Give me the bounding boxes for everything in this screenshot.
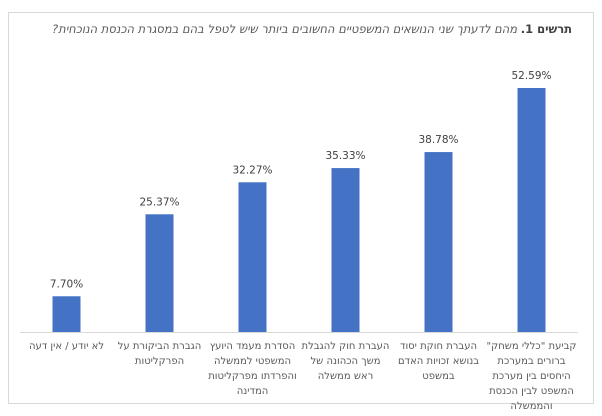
bar-1 <box>52 296 81 332</box>
category-label-3: הסדרת מעמד היועץ המשפטי לממשלה והפרדתו מ… <box>208 341 297 397</box>
chart-title-question: מהם לדעתך שני הנושאים המשפטיים החשובים ב… <box>52 22 518 36</box>
chart-frame <box>8 12 594 404</box>
data-label-2: 25.37% <box>139 196 179 208</box>
category-label-1: לא יודע / אין דעה <box>28 341 105 352</box>
bar-5 <box>424 152 453 332</box>
chart-title-prefix: תרשים 1. <box>520 22 572 36</box>
data-label-5: 38.78% <box>418 134 458 146</box>
category-label-2: הגברת הביקורת על הפרקליטות <box>117 341 202 367</box>
category-label-4: העברת חוק להגבלת משך הכהונה של ראש ממשלה <box>301 341 390 382</box>
bar-4 <box>331 168 360 332</box>
data-label-6: 52.59% <box>511 70 551 82</box>
bar-6 <box>517 88 546 332</box>
chart-title: תרשים 1. מהם לדעתך שני הנושאים המשפטיים … <box>20 22 572 36</box>
category-label-5: העברת חוקת יסוד בנושא זכויות האדם במשפט <box>398 341 479 382</box>
category-label-6: קביעת "כללי משחק" ברורים במערכת היחסים ב… <box>486 341 577 412</box>
data-label-4: 35.33% <box>325 150 365 162</box>
bar-3 <box>238 182 267 332</box>
data-label-1: 7.70% <box>50 278 83 290</box>
data-label-3: 32.27% <box>232 164 272 176</box>
bar-2 <box>145 214 174 332</box>
